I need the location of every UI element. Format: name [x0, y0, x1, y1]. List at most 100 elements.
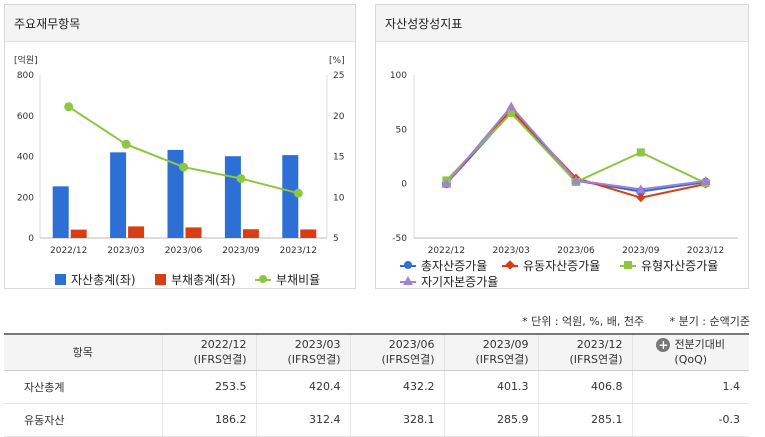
bar-total-liabilities — [300, 229, 317, 238]
legend-label: 유형자산증가율 — [641, 259, 719, 273]
right-axis-unit: [%] — [329, 56, 345, 66]
header-basis: (IFRS연결) — [475, 353, 529, 367]
bar-total-liabilities — [185, 227, 202, 238]
legend-item[interactable]: 부채비율 — [255, 271, 320, 288]
x-tick: 2023/09 — [222, 246, 260, 256]
legend-item[interactable]: 부채총계(좌) — [155, 271, 236, 288]
header-col-4: 2023/12 (IFRS연결) — [537, 333, 632, 371]
legend-item[interactable]: 유동자산증가율 — [502, 257, 600, 274]
bar-total-assets — [110, 152, 127, 238]
header-basis: (IFRS연결) — [569, 353, 623, 367]
tangible-assets-growth-point — [636, 148, 645, 157]
y-tick-left: 200 — [17, 193, 34, 203]
header-period: 2023/06 — [388, 338, 435, 352]
legend-item[interactable]: 총자산증가율 — [400, 257, 487, 274]
debt-ratio-point — [293, 188, 303, 198]
x-tick: 2023/12 — [280, 246, 317, 256]
row-value: 328.1 — [349, 403, 444, 437]
row-label: 유동자산 — [4, 403, 162, 437]
header-period: 2023/03 — [294, 338, 341, 352]
asset-growth-panel: 자산성장성지표 -50 0 50 100 2022/12 2023/03 2023/06 20… — [375, 4, 749, 289]
row-value: 285.1 — [537, 403, 632, 437]
legend-label: 부채비율 — [276, 273, 321, 287]
x-tick: 2022/12 — [428, 246, 465, 256]
legend-label: 자기자본증가율 — [421, 275, 499, 289]
y-tick-left: 0 — [28, 234, 34, 244]
legend-swatch — [155, 274, 166, 285]
unit-note: * 단위 : 억원, %, 배, 천주 — [522, 315, 645, 328]
table-header-row: 항목 2022/12 (IFRS연결) 2023/03 (IFRS연결) 2023/… — [4, 333, 749, 371]
legend-swatch — [502, 260, 518, 271]
table-notes: * 단위 : 억원, %, 배, 천주 * 분기 : 순액기준 — [500, 313, 750, 329]
bar-total-assets — [52, 186, 69, 238]
y-tick-right: 5 — [333, 234, 339, 244]
x-tick: 2023/06 — [557, 246, 595, 256]
legend-item[interactable]: 자산총계(좌) — [55, 271, 136, 288]
legend-swatch — [620, 260, 636, 271]
y-tick-left: 600 — [17, 112, 34, 122]
y-tick-right: 20 — [333, 112, 345, 122]
legend-item[interactable]: 자기자본증가율 — [400, 273, 498, 290]
equity-growth-point — [506, 101, 517, 111]
header-period: 2023/09 — [482, 338, 529, 352]
header-basis: (IFRS연결) — [193, 353, 247, 367]
compare-sub: (QoQ) — [674, 353, 708, 367]
legend-label: 유동자산증가율 — [523, 259, 601, 273]
legend-label: 총자산증가율 — [421, 259, 488, 273]
row-value: 186.2 — [161, 403, 256, 437]
header-compare: + 전분기대비 (QoQ) — [631, 333, 749, 371]
y-tick: 100 — [390, 71, 407, 81]
financial-table: 항목 2022/12 (IFRS연결) 2023/03 (IFRS연결) 2023/… — [4, 333, 749, 437]
legend-label: 부채총계(좌) — [171, 273, 236, 287]
y-tick-left: 800 — [17, 71, 34, 81]
financial-items-title: 주요재무항목 — [5, 5, 355, 42]
debt-ratio-point — [179, 162, 188, 172]
legend-swatch — [55, 274, 66, 285]
period-note: * 분기 : 순액기준 — [669, 315, 750, 328]
y-tick: 0 — [401, 180, 407, 190]
y-tick-left: 400 — [17, 153, 34, 163]
bar-total-assets — [167, 149, 184, 238]
tangible-assets-growth-line — [445, 111, 707, 185]
legend-label: 자산총계(좌) — [71, 273, 136, 287]
header-col-1: 2023/03 (IFRS연결) — [255, 333, 350, 371]
asset-growth-chart: -50 0 50 100 2022/12 2023/03 2023/06 2023/09 202… — [390, 71, 738, 256]
table-row: 유동자산 186.2 312.4 328.1 285.9 285.1 -0.3 — [4, 403, 749, 437]
x-tick: 2023/03 — [493, 246, 530, 256]
y-tick-right: 10 — [333, 193, 345, 203]
header-period: 2023/12 — [576, 338, 623, 352]
row-qoq: 1.4 — [631, 370, 749, 404]
legend-swatch — [400, 260, 416, 271]
x-tick: 2023/12 — [687, 246, 724, 256]
current-assets-growth-point — [636, 193, 646, 203]
row-qoq: -0.3 — [631, 403, 749, 437]
legend-swatch — [255, 274, 271, 285]
row-value: 285.9 — [443, 403, 538, 437]
equity-growth-point — [571, 175, 581, 185]
legend-item[interactable]: 유형자산증가율 — [620, 257, 718, 274]
row-value: 401.3 — [443, 370, 538, 404]
header-basis: (IFRS연결) — [381, 353, 435, 367]
plus-icon[interactable]: + — [656, 338, 671, 353]
x-tick: 2023/03 — [107, 246, 144, 256]
tangible-assets-growth-point — [507, 109, 516, 118]
bar-total-assets — [282, 155, 299, 238]
y-tick-right: 25 — [333, 71, 344, 81]
debt-ratio-point — [121, 139, 131, 149]
x-tick: 2023/09 — [622, 246, 660, 256]
row-value: 312.4 — [255, 403, 350, 437]
bar-total-liabilities — [242, 229, 259, 238]
header-col-0: 2022/12 (IFRS연결) — [161, 333, 256, 371]
bar-total-liabilities — [128, 226, 145, 238]
row-value: 420.4 — [255, 370, 350, 404]
row-value: 406.8 — [537, 370, 632, 404]
debt-ratio-point — [64, 102, 74, 112]
financial-items-chart: [억원] [%] 0 200 400 600 800 5 10 15 20 25 2022/12 2023… — [14, 54, 345, 256]
left-axis-unit: [억원] — [14, 54, 38, 66]
x-tick: 2022/12 — [50, 246, 87, 256]
bar-total-liabilities — [70, 229, 87, 238]
equity-growth-point — [635, 184, 646, 194]
compare-label: 전분기대비 — [674, 338, 726, 352]
financial-items-panel: 주요재무항목 [억원] [%] 0 200 400 600 800 5 10 15 20 25 2022… — [4, 4, 356, 289]
equity-growth-point — [441, 178, 452, 188]
